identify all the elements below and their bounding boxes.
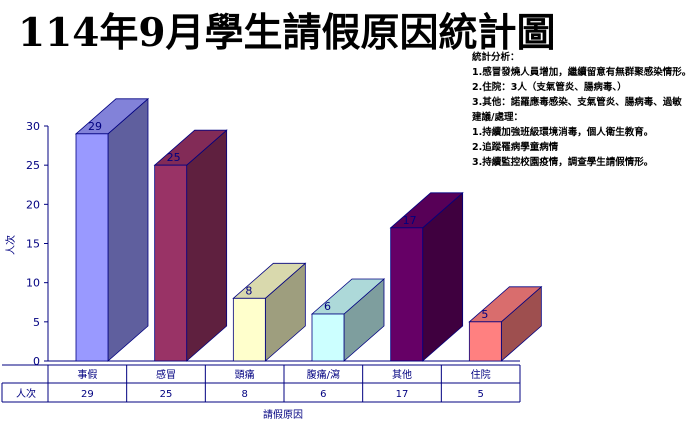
table-value: 6	[320, 389, 326, 400]
x-tick-label: 頭痛	[235, 368, 255, 381]
y-tick-label: 25	[26, 159, 40, 172]
y-tick-label: 0	[33, 355, 40, 368]
notes-line: 2.住院：3人（支氣管炎、腸病毒、）	[472, 82, 627, 93]
table-value: 25	[160, 389, 173, 400]
bar	[390, 227, 424, 362]
x-tick-label: 事假	[77, 368, 97, 381]
bar	[311, 313, 345, 362]
notes-line: 1.持續加強班級環境消毒，個人衛生教育。	[472, 127, 654, 138]
notes-line: 1.感冒發燒人員增加，繼續留意有無群聚感染情形。	[472, 67, 692, 78]
data-label: 8	[245, 284, 252, 297]
bar	[468, 321, 502, 362]
x-tick-label: 腹痛/瀉	[307, 368, 340, 381]
x-tick-label: 住院	[471, 368, 491, 381]
table-value: 8	[241, 389, 247, 400]
y-tick-label: 5	[33, 316, 40, 329]
data-label: 5	[481, 308, 488, 321]
data-label: 29	[88, 120, 102, 133]
notes-line: 統計分析：	[472, 52, 520, 63]
table-value: 17	[396, 389, 409, 400]
page-title: 114年9月學生請假原因統計圖	[18, 10, 556, 56]
y-axis-label: 人次	[4, 235, 17, 255]
x-tick-label: 感冒	[156, 368, 176, 381]
notes-line: 2.追蹤罹病學童病情	[472, 142, 559, 153]
notes-line: 3.持續監控校園疫情，調查學生請假情形。	[472, 157, 654, 168]
notes-line: 建議/處理：	[472, 112, 523, 123]
data-label: 17	[403, 214, 417, 227]
table-value: 29	[81, 389, 94, 400]
x-axis-label: 請假原因	[263, 408, 303, 421]
notes-line: 3.其他：諾羅應毒感染、支氣管炎、腸病毒、過敏	[472, 97, 682, 108]
table-row-header: 人次	[16, 387, 36, 400]
analysis-notes: 統計分析： 1.感冒發燒人員增加，繼續留意有無群聚感染情形。 2.住院：3人（支…	[472, 50, 698, 170]
bar	[232, 297, 266, 362]
bar	[75, 133, 109, 362]
y-tick-label: 10	[26, 277, 40, 290]
y-tick-label: 20	[26, 198, 40, 211]
table-value: 5	[477, 389, 483, 400]
data-label: 25	[167, 151, 181, 164]
y-tick-label: 30	[26, 120, 40, 133]
x-tick-label: 其他	[392, 368, 412, 381]
bar-side	[186, 129, 228, 362]
bar	[154, 164, 188, 362]
bar-side	[107, 97, 149, 362]
y-tick-label: 15	[26, 238, 40, 251]
data-label: 6	[324, 300, 331, 313]
